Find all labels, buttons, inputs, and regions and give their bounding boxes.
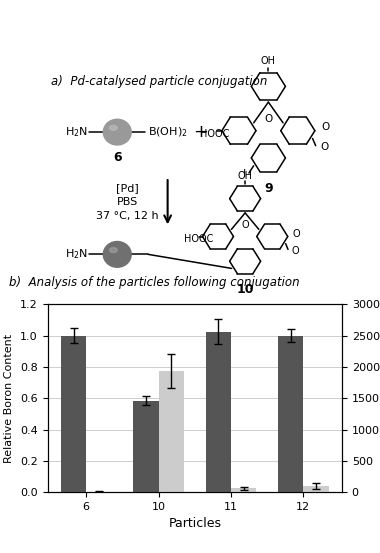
Ellipse shape xyxy=(109,248,117,253)
Bar xyxy=(278,336,303,492)
Text: HOOC: HOOC xyxy=(200,129,230,139)
Text: +: + xyxy=(193,123,209,141)
Bar xyxy=(158,371,184,492)
Text: O: O xyxy=(321,122,329,132)
Bar xyxy=(303,486,329,492)
Text: HOOC: HOOC xyxy=(184,234,213,244)
Bar xyxy=(133,400,158,492)
Y-axis label: Relative Boron Content: Relative Boron Content xyxy=(5,333,14,463)
Text: $\mathsf{B(OH)_2}$: $\mathsf{B(OH)_2}$ xyxy=(148,126,188,139)
Bar xyxy=(61,336,86,492)
Circle shape xyxy=(103,119,131,145)
Text: O: O xyxy=(320,142,329,152)
Text: O: O xyxy=(241,220,249,230)
Text: [Pd]
PBS
37 °C, 12 h: [Pd] PBS 37 °C, 12 h xyxy=(96,183,158,221)
Text: OH: OH xyxy=(238,171,253,181)
Text: O: O xyxy=(292,246,299,256)
Bar xyxy=(206,332,231,492)
Text: 10: 10 xyxy=(236,283,254,296)
Text: OH: OH xyxy=(261,56,276,66)
X-axis label: Particles: Particles xyxy=(168,518,221,530)
Text: b)  Analysis of the particles following conjugation: b) Analysis of the particles following c… xyxy=(9,276,300,289)
Text: O: O xyxy=(292,228,300,239)
Ellipse shape xyxy=(109,126,117,131)
Text: I: I xyxy=(242,169,246,179)
Circle shape xyxy=(103,242,131,267)
Text: 9: 9 xyxy=(264,182,273,195)
Text: $\mathsf{H_2N}$: $\mathsf{H_2N}$ xyxy=(65,248,88,261)
Text: 6: 6 xyxy=(113,151,122,164)
Text: O: O xyxy=(264,113,272,123)
Text: a)  Pd-catalysed particle conjugation: a) Pd-catalysed particle conjugation xyxy=(51,75,268,88)
Text: $\mathsf{H_2N}$: $\mathsf{H_2N}$ xyxy=(65,125,88,139)
Bar xyxy=(231,488,256,492)
